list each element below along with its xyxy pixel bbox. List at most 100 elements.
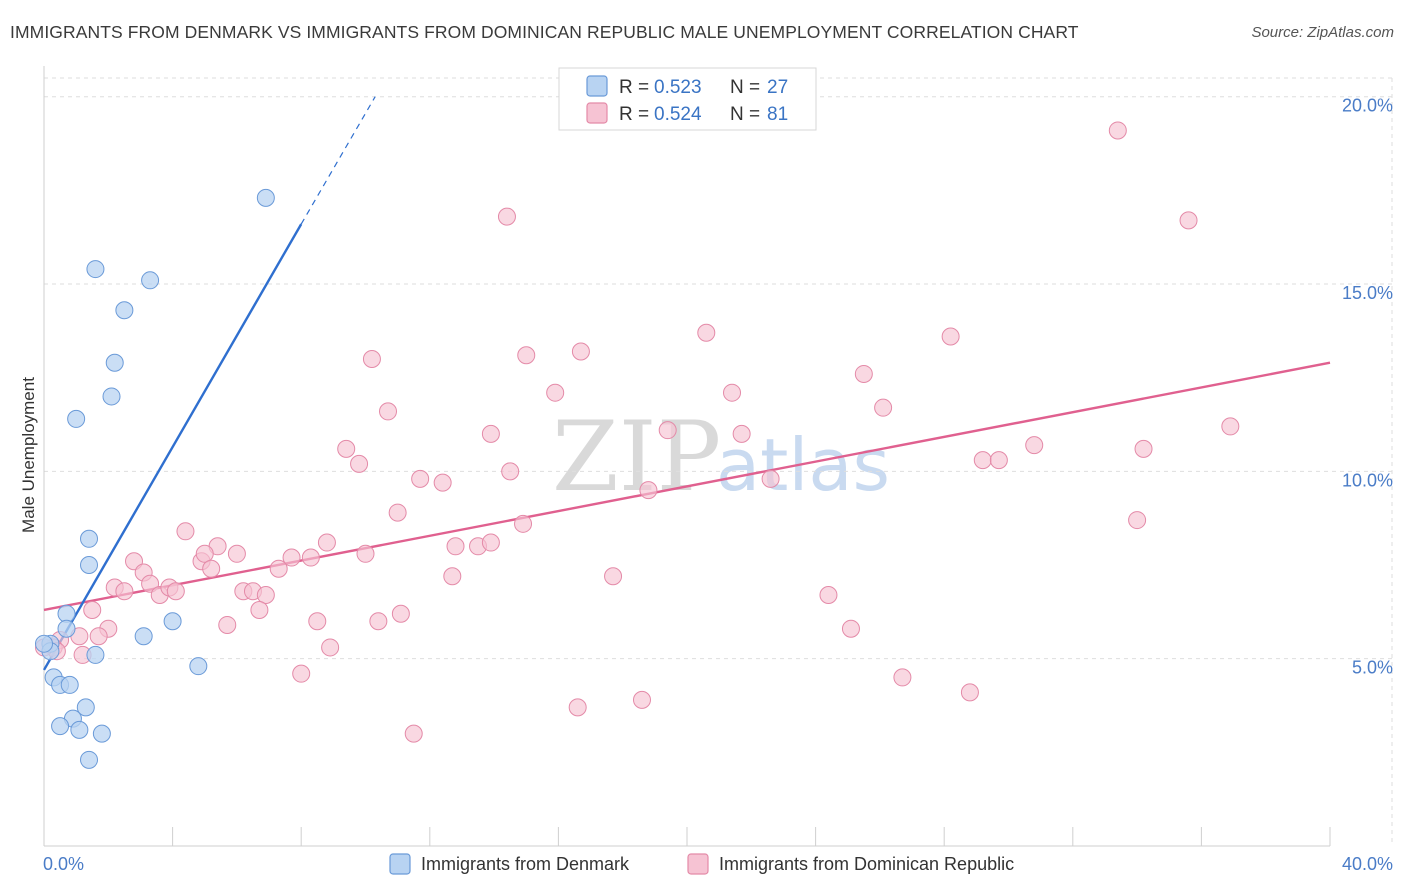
legend-r-label: R = (619, 104, 649, 125)
dominican-point (227, 544, 246, 563)
dominican-points (35, 121, 1240, 743)
dominican-point (697, 323, 716, 342)
dominican-point (282, 548, 301, 567)
dominican-point (1221, 417, 1240, 436)
watermark-zip: ZIP (552, 401, 721, 513)
dominican-point (321, 638, 340, 657)
denmark-point (80, 529, 99, 548)
legend-n-label: N = (730, 104, 760, 125)
dominican-point (571, 342, 590, 361)
series-legend-label-denmark: Immigrants from Denmark (421, 854, 630, 874)
y-tick-label: 5.0% (1352, 658, 1393, 678)
denmark-point (60, 675, 79, 694)
dominican-point (350, 454, 369, 473)
dominican-point (841, 619, 860, 638)
denmark-point (102, 387, 121, 406)
dominican-point (973, 451, 992, 470)
dominican-point (761, 469, 780, 488)
series-legend-swatch-denmark (389, 853, 411, 875)
y-axis-label: Male Unemployment (19, 377, 38, 533)
dominican-point (337, 439, 356, 458)
dominican-point (501, 462, 520, 481)
dominican-point (1128, 511, 1147, 530)
dominican-point (874, 398, 893, 417)
denmark-point (57, 604, 76, 623)
dominican-point (723, 383, 742, 402)
dominican-point (369, 612, 388, 631)
denmark-points (35, 188, 275, 769)
dominican-point (388, 503, 407, 522)
x-tick-label: 0.0% (43, 854, 84, 874)
series-legend-label-dominican: Immigrants from Dominican Republic (719, 854, 1014, 874)
dominican-trend-line (43, 361, 1331, 612)
dominican-point (404, 724, 423, 743)
dominican-point (115, 582, 134, 601)
denmark-point (57, 619, 76, 638)
dominican-point (658, 421, 677, 440)
dominican-point (218, 615, 237, 634)
dominican-point (89, 627, 108, 646)
axes (43, 66, 1331, 847)
trend-lines (42, 96, 1331, 671)
x-tick-label: 40.0% (1342, 854, 1393, 874)
dominican-point (989, 451, 1008, 470)
dominican-point (604, 567, 623, 586)
dominican-point (433, 473, 452, 492)
dominican-point (391, 604, 410, 623)
denmark-point (86, 260, 105, 279)
denmark-point (92, 724, 111, 743)
dominican-point (176, 522, 195, 541)
dominican-point (356, 544, 375, 563)
legend-r-label: R = (619, 77, 649, 98)
dominican-point (481, 533, 500, 552)
legend-swatch-denmark (586, 75, 608, 97)
legend-r-value: 0.524 (654, 104, 702, 125)
x-tick-labels: 0.0% 40.0% (43, 854, 1393, 874)
dominican-point (517, 346, 536, 365)
denmark-point (105, 353, 124, 372)
denmark-point (51, 717, 70, 736)
chart-title: IMMIGRANTS FROM DENMARK VS IMMIGRANTS FR… (10, 22, 1079, 42)
denmark-point (141, 271, 160, 290)
dominican-point (546, 383, 565, 402)
dominican-point (481, 424, 500, 443)
dominican-point (250, 600, 269, 619)
y-tick-label: 10.0% (1342, 470, 1393, 490)
series-legend-swatch-dominican (687, 853, 709, 875)
denmark-point (163, 612, 182, 631)
denmark-point (76, 698, 95, 717)
legend-r-value: 0.523 (654, 77, 702, 98)
dominican-point (893, 668, 912, 687)
denmark-point (86, 645, 105, 664)
dominican-point (317, 533, 336, 552)
denmark-point (189, 657, 208, 676)
dominican-point (632, 690, 651, 709)
legend-swatch-dominican (586, 102, 608, 124)
denmark-point (115, 301, 134, 320)
legend-n-label: N = (730, 77, 760, 98)
dominican-point (202, 559, 221, 578)
dominican-point (819, 585, 838, 604)
dominican-point (362, 349, 381, 368)
dominican-point (639, 481, 658, 500)
y-tick-labels: 5.0% 10.0% 15.0% 20.0% (1342, 96, 1393, 678)
dominican-point (379, 402, 398, 421)
dominican-point (443, 567, 462, 586)
dominican-point (1134, 439, 1153, 458)
dominican-point (166, 582, 185, 601)
dominican-point (195, 544, 214, 563)
dominican-point (1179, 211, 1198, 230)
denmark-point (70, 720, 89, 739)
dominican-point (960, 683, 979, 702)
y-tick-label: 20.0% (1342, 96, 1393, 116)
legend-n-value: 27 (767, 77, 788, 98)
denmark-point (80, 750, 99, 769)
denmark-point (134, 627, 153, 646)
dominican-point (568, 698, 587, 717)
chart-source: Source: ZipAtlas.com (1251, 24, 1394, 41)
dominican-point (83, 600, 102, 619)
denmark-point (35, 634, 53, 653)
dominican-point (269, 559, 288, 578)
dominican-point (411, 469, 430, 488)
